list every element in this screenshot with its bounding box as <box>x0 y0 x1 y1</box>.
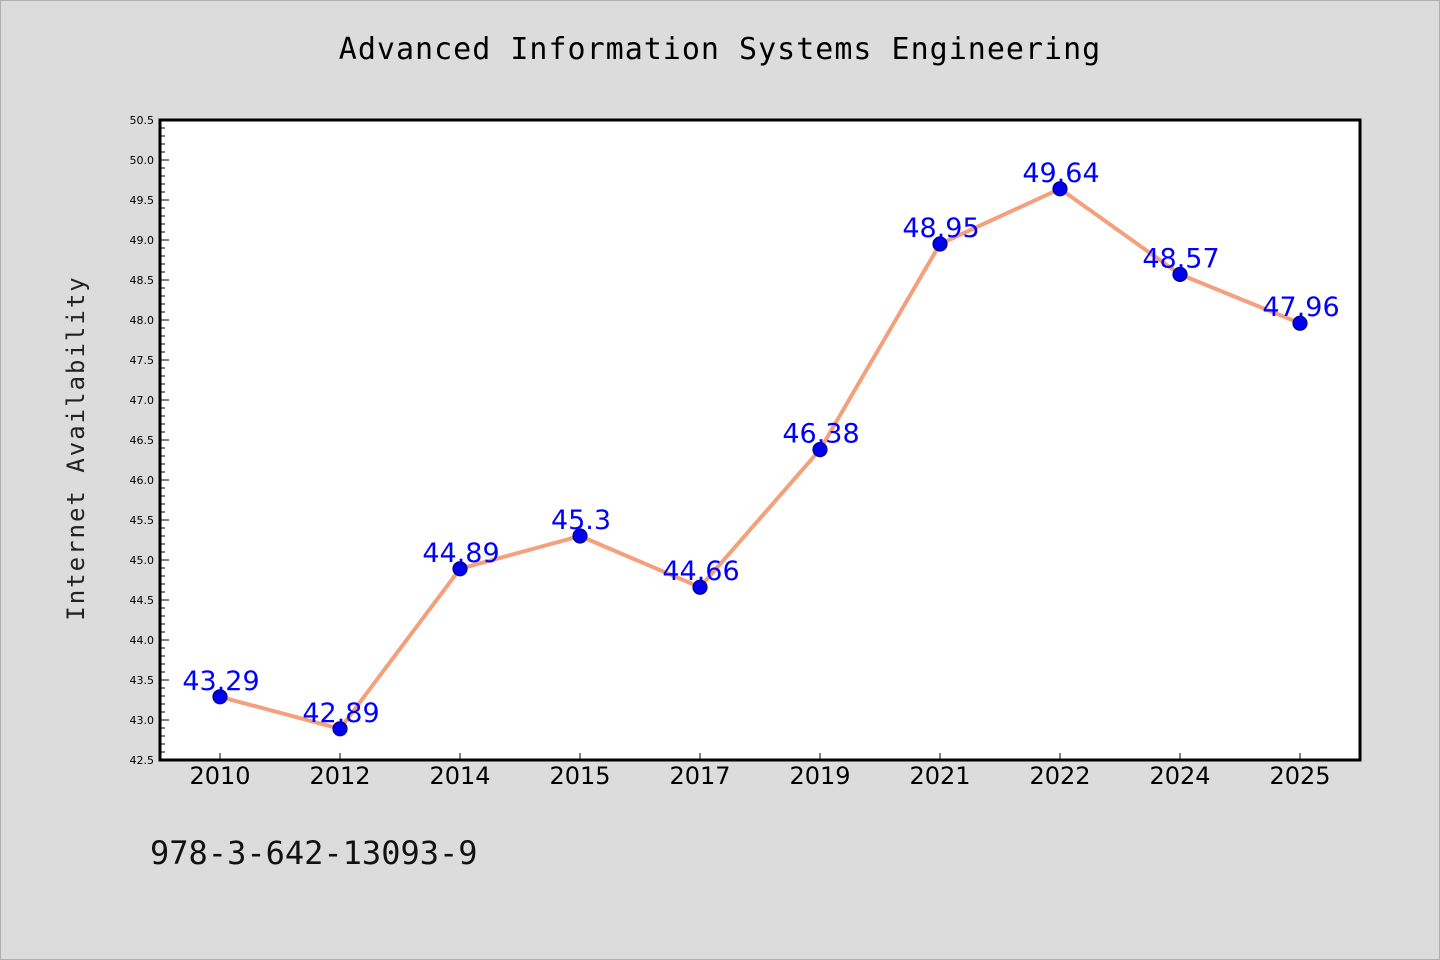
data-label-layer: 43.29 42.89 44.89 45.3 44.66 46.38 48.95 49.64 4… <box>182 158 1339 729</box>
y-tick-label: 50.5 <box>130 114 155 127</box>
y-tick-label: 47.5 <box>130 354 155 367</box>
chart-title: Advanced Information Systems Engineering <box>338 32 1102 67</box>
y-tick-label: 42.5 <box>130 754 155 767</box>
data-label: 46.38 <box>782 419 859 450</box>
x-tick-label: 2025 <box>1269 762 1330 790</box>
data-label: 44.66 <box>662 556 739 587</box>
y-tick-label: 44.5 <box>130 594 155 607</box>
y-tick-label: 46.5 <box>130 434 155 447</box>
x-tick-label: 2019 <box>789 762 850 790</box>
data-point <box>452 561 468 577</box>
plot-frame <box>158 118 1362 762</box>
x-tick-label: 2012 <box>309 762 370 790</box>
y-axis-ticks: 42.5 43.0 43.5 44.0 44.5 45.0 45.5 46.0 46.5 47.0… <box>130 114 169 767</box>
data-point <box>932 236 948 252</box>
data-label: 48.95 <box>902 213 979 244</box>
y-tick-label: 45.5 <box>130 514 155 527</box>
y-tick-label: 50.0 <box>130 154 155 167</box>
data-label: 42.89 <box>302 698 379 729</box>
y-tick-label: 49.5 <box>130 194 155 207</box>
data-point <box>812 442 828 458</box>
x-tick-label: 2010 <box>189 762 250 790</box>
data-point <box>1172 266 1188 282</box>
y-tick-label: 44.0 <box>130 634 155 647</box>
y-tick-label: 49.0 <box>130 234 155 247</box>
series-line <box>218 186 1302 731</box>
data-point <box>332 721 348 737</box>
data-label: 43.29 <box>182 666 259 697</box>
data-point <box>212 689 228 705</box>
y-tick-label: 45.0 <box>130 554 155 567</box>
data-label: 45.3 <box>551 505 611 536</box>
x-tick-label: 2022 <box>1029 762 1090 790</box>
footer-code: 978-3-642-13093-9 <box>150 834 478 872</box>
x-tick-label: 2015 <box>549 762 610 790</box>
x-tick-label: 2014 <box>429 762 490 790</box>
x-tick-label: 2024 <box>1149 762 1210 790</box>
plot-area <box>160 120 1360 760</box>
data-label: 47.96 <box>1262 292 1339 323</box>
y-tick-label: 46.0 <box>130 474 155 487</box>
y-tick-label: 43.0 <box>130 714 155 727</box>
data-label: 44.89 <box>422 538 499 569</box>
y-tick-label: 43.5 <box>130 674 155 687</box>
y-tick-label: 47.0 <box>130 394 155 407</box>
series-layer <box>212 181 1308 737</box>
data-label: 48.57 <box>1142 243 1219 274</box>
y-tick-label: 48.0 <box>130 314 155 327</box>
x-tick-label: 2021 <box>909 762 970 790</box>
data-point <box>1052 181 1068 197</box>
data-point <box>572 528 588 544</box>
x-tick-label: 2017 <box>669 762 730 790</box>
data-point <box>1292 315 1308 331</box>
data-label: 49.64 <box>1022 158 1099 189</box>
data-point <box>692 579 708 595</box>
y-tick-label: 48.5 <box>130 274 155 287</box>
